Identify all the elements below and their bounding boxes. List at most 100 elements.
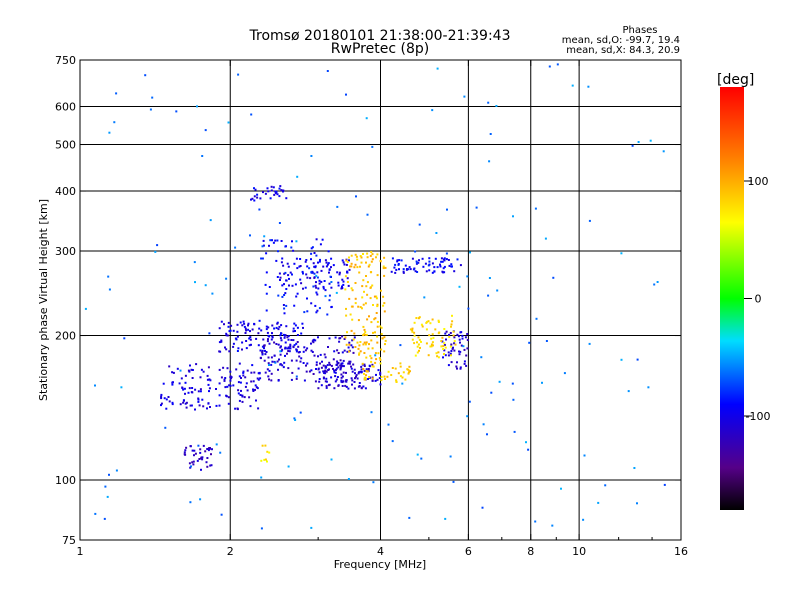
data-point <box>348 256 350 259</box>
data-point <box>433 266 436 269</box>
data-point <box>354 372 356 375</box>
data-point <box>384 378 386 380</box>
data-point <box>351 370 354 373</box>
data-point <box>351 346 354 349</box>
data-point <box>345 385 348 388</box>
data-point <box>187 391 190 394</box>
data-point <box>270 185 273 188</box>
data-point <box>262 191 264 194</box>
data-point <box>368 364 371 367</box>
data-point <box>115 92 118 95</box>
data-point <box>322 285 325 288</box>
data-point <box>336 205 339 208</box>
data-point <box>270 356 273 359</box>
data-point <box>188 387 191 390</box>
data-point <box>355 374 358 377</box>
data-point <box>299 258 302 260</box>
data-point <box>239 321 242 324</box>
data-point <box>154 250 157 253</box>
data-point <box>241 400 244 403</box>
data-point <box>228 350 231 353</box>
data-point <box>466 275 469 278</box>
data-point <box>395 268 398 271</box>
data-point <box>245 340 248 342</box>
data-point <box>358 385 361 387</box>
data-point <box>324 295 327 298</box>
data-point <box>265 271 268 274</box>
data-point <box>359 306 362 309</box>
data-point <box>362 385 365 388</box>
data-point <box>314 304 317 307</box>
data-point <box>94 512 97 515</box>
data-point <box>262 338 265 341</box>
data-point <box>279 363 282 366</box>
data-point <box>335 363 338 366</box>
data-point <box>353 266 356 269</box>
data-point <box>449 345 452 348</box>
data-point <box>322 265 325 268</box>
data-point <box>636 358 639 361</box>
data-point <box>429 345 432 348</box>
data-point <box>384 339 387 342</box>
data-point <box>330 286 333 289</box>
data-point <box>372 331 374 334</box>
data-point <box>277 294 280 297</box>
data-point <box>350 254 353 257</box>
data-point <box>412 268 415 271</box>
data-point <box>318 371 321 374</box>
data-point <box>256 196 259 199</box>
data-point <box>368 315 370 318</box>
data-point <box>459 341 461 344</box>
data-point <box>220 376 223 379</box>
data-point <box>218 350 221 353</box>
data-point <box>288 277 290 280</box>
data-point <box>215 404 218 407</box>
data-point <box>401 382 404 385</box>
data-point <box>265 351 268 353</box>
data-point <box>413 331 416 334</box>
data-point <box>420 323 423 326</box>
data-point <box>268 378 270 381</box>
data-point <box>364 377 367 380</box>
data-point <box>115 469 118 472</box>
data-point <box>280 345 282 348</box>
data-point <box>348 297 351 300</box>
data-point <box>376 253 379 256</box>
data-point <box>269 239 272 242</box>
data-point <box>416 271 419 273</box>
data-point <box>223 323 225 326</box>
data-point <box>289 343 292 346</box>
data-point <box>280 261 283 264</box>
data-point <box>339 337 342 340</box>
data-point <box>327 369 330 371</box>
data-point <box>334 371 337 374</box>
data-point <box>264 349 266 352</box>
data-point <box>647 386 650 389</box>
data-point <box>296 292 299 295</box>
data-point <box>348 350 351 353</box>
data-point <box>431 341 434 344</box>
data-point <box>193 449 196 452</box>
data-point <box>303 379 306 382</box>
data-point <box>324 372 327 375</box>
data-point <box>349 313 352 316</box>
data-point <box>337 366 340 369</box>
data-point <box>240 377 242 379</box>
data-point <box>206 407 208 410</box>
data-point <box>299 360 302 363</box>
data-point <box>434 328 437 331</box>
data-point <box>274 192 277 195</box>
data-point <box>360 261 363 264</box>
data-point <box>260 527 263 530</box>
data-point <box>368 343 370 346</box>
data-point <box>382 304 385 307</box>
data-point <box>194 408 196 411</box>
data-point <box>259 197 262 200</box>
data-point <box>226 367 229 370</box>
data-point <box>345 307 347 310</box>
data-point <box>347 346 350 349</box>
data-point <box>189 501 192 504</box>
data-point <box>322 376 325 379</box>
legend-line-x: mean, sd,X: 84.3, 20.9 <box>566 45 680 56</box>
data-point <box>206 448 209 450</box>
